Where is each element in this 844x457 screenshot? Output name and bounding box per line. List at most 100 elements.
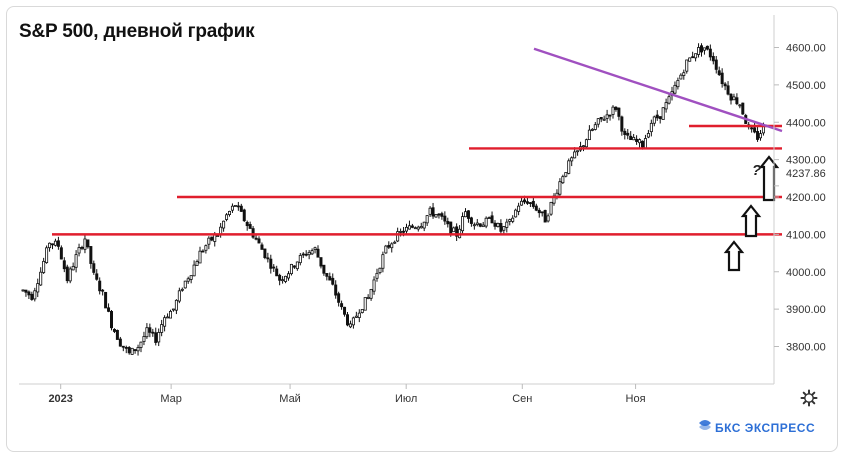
candle — [133, 349, 137, 354]
candle — [558, 178, 562, 198]
candle — [107, 303, 111, 313]
candle — [177, 287, 181, 304]
candle — [617, 107, 621, 121]
y-axis: 3800.00 3900.00 4000.00 4100.00 4200.00 4300.… — [773, 15, 826, 384]
x-axis: 2023 Мар Май Июл Сен Ноя — [19, 383, 774, 405]
candle — [242, 208, 246, 222]
candle — [711, 52, 715, 65]
candle — [295, 261, 299, 271]
candle — [316, 245, 320, 258]
candle — [130, 347, 134, 355]
candlestick-chart: ? 3800.00 3900.00 4000.00 4100.00 4200.00 430… — [19, 15, 826, 435]
candle — [183, 280, 187, 289]
candle — [301, 252, 305, 259]
candle — [171, 308, 175, 312]
candle — [92, 260, 96, 275]
candle — [579, 141, 583, 152]
candle — [110, 309, 114, 331]
candle — [272, 264, 276, 272]
candle — [80, 245, 84, 251]
x-tick-label: Сен — [512, 393, 532, 405]
candle — [68, 266, 72, 284]
candle — [608, 114, 612, 121]
x-tick-label: Май — [279, 393, 301, 405]
candle — [278, 273, 282, 286]
candle — [738, 104, 742, 109]
candle — [564, 172, 568, 178]
candle — [254, 235, 258, 241]
candle — [192, 260, 196, 277]
candle — [366, 294, 370, 300]
candle — [664, 98, 668, 113]
candle — [198, 246, 202, 264]
candle — [328, 272, 332, 281]
candle — [284, 275, 288, 284]
candle — [552, 193, 556, 206]
candle — [702, 47, 706, 55]
candle — [289, 263, 293, 276]
candle — [511, 215, 515, 224]
candle — [472, 222, 476, 230]
candle — [112, 328, 116, 334]
y-tick-label: 4500.00 — [786, 80, 826, 92]
candle — [62, 257, 66, 273]
candle — [611, 105, 615, 119]
candle — [646, 129, 650, 139]
candle — [186, 276, 190, 284]
candle — [410, 223, 414, 229]
candle — [343, 306, 347, 317]
candle — [369, 288, 373, 301]
candle — [520, 197, 524, 206]
candle — [443, 211, 447, 225]
candle — [104, 291, 108, 309]
candle — [378, 267, 382, 275]
candle — [245, 220, 249, 231]
brand-name: БКС ЭКСПРЕСС — [715, 421, 815, 435]
candle — [546, 213, 550, 223]
candle — [48, 242, 52, 252]
candle — [304, 250, 308, 257]
candle — [605, 109, 609, 123]
gear-icon[interactable] — [799, 388, 819, 408]
candle — [65, 264, 69, 284]
candle — [673, 81, 677, 95]
candle — [227, 210, 231, 217]
candle — [714, 55, 718, 74]
candle — [700, 43, 704, 57]
candle — [635, 135, 639, 145]
candle — [292, 265, 296, 269]
candle — [517, 202, 521, 216]
candle — [484, 216, 488, 229]
y-tick-label: 4100.00 — [786, 229, 826, 241]
candle — [688, 57, 692, 62]
candle — [313, 246, 317, 254]
candle — [98, 277, 102, 295]
candle — [717, 66, 721, 77]
candle — [490, 211, 494, 224]
candle — [431, 202, 435, 219]
candle — [384, 244, 388, 254]
candle — [195, 259, 199, 266]
candle — [481, 221, 485, 228]
candle — [124, 345, 128, 354]
arrow-up-icon — [758, 155, 780, 202]
candle — [345, 312, 349, 327]
candle — [325, 273, 329, 281]
candle — [357, 309, 361, 323]
arrow-up-icon — [740, 204, 762, 238]
candle — [168, 309, 172, 319]
candle — [145, 323, 149, 339]
candle — [21, 289, 25, 292]
candle — [360, 309, 364, 314]
candle — [83, 235, 87, 254]
candle — [53, 238, 57, 247]
candle — [233, 204, 237, 207]
candle — [478, 223, 482, 228]
candle — [723, 82, 727, 91]
candle — [56, 236, 60, 250]
candle — [89, 246, 93, 269]
candle — [86, 239, 90, 249]
last-price-label: 4237.86 — [786, 168, 826, 180]
x-tick-label: Мар — [160, 393, 182, 405]
candles — [21, 43, 768, 356]
